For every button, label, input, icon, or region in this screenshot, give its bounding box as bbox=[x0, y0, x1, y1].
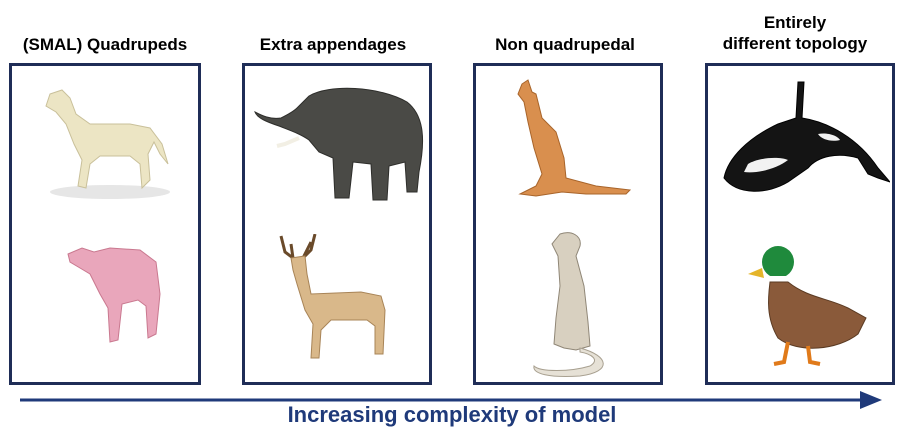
kangaroo-image bbox=[517, 79, 632, 197]
panel-different-topology bbox=[705, 63, 895, 385]
orca-image bbox=[723, 81, 890, 192]
horse-image bbox=[45, 89, 170, 199]
panel-extra-appendages bbox=[242, 63, 432, 385]
column-title-quadrupeds: (SMAL) Quadrupeds bbox=[22, 35, 188, 54]
elephant-image bbox=[254, 87, 424, 201]
meerkat-image bbox=[533, 232, 604, 377]
column-title-different-topology: Entirely different topology bbox=[700, 12, 890, 54]
complexity-axis-label: Increasing complexity of model bbox=[287, 402, 617, 427]
column-title-line2: different topology bbox=[722, 34, 868, 53]
column-title-line1: Entirely bbox=[763, 13, 827, 32]
column-title-non-quadrupedal: Non quadrupedal bbox=[495, 35, 635, 54]
duck-image bbox=[748, 246, 867, 366]
panel-quadrupeds bbox=[9, 63, 201, 385]
panel-non-quadrupedal bbox=[473, 63, 663, 385]
complexity-arrow bbox=[20, 391, 882, 409]
column-title-extra-appendages: Extra appendages bbox=[259, 35, 407, 54]
deer-image bbox=[279, 234, 386, 359]
cow-image bbox=[67, 247, 161, 343]
